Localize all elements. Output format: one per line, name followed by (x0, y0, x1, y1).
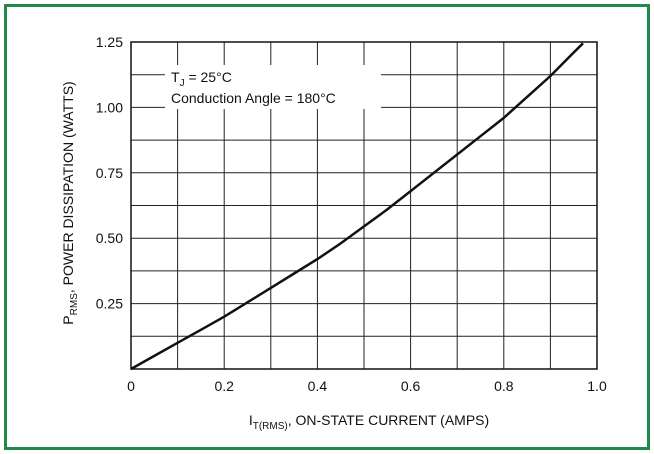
annotation-line1: TJ = 25°C (171, 69, 232, 89)
annotation-tj-main: T (171, 69, 180, 85)
annotation-tj-sub: J (180, 78, 185, 89)
tick-labels: 0 0.2 0.4 0.6 0.8 1.0 0.25 0.50 0.75 1.00 1.25 (96, 34, 607, 394)
annotation-box: TJ = 25°C Conduction Angle = 180°C (165, 65, 381, 109)
y-axis-title-main: P (60, 315, 76, 324)
x-axis-title-rest: , ON-STATE CURRENT (AMPS) (288, 412, 489, 428)
power-dissipation-chart: TJ = 25°C Conduction Angle = 180°C 0 0.2 0… (60, 34, 607, 432)
x-tick-label: 0.6 (401, 378, 421, 394)
y-tick-label: 0.75 (96, 165, 123, 181)
annotation-background (165, 65, 381, 109)
x-axis-title-sub: T(RMS) (253, 421, 288, 432)
y-tick-label: 1.25 (96, 34, 123, 50)
x-tick-label: 0 (127, 378, 135, 394)
y-tick-label: 0.50 (96, 230, 123, 246)
axes (130, 41, 598, 370)
chart-frame: TJ = 25°C Conduction Angle = 180°C 0 0.2 0… (4, 4, 650, 450)
y-axis-title: PRMS, POWER DISSIPATION (WATTS) (60, 81, 80, 324)
y-axis-title-rest: , POWER DISSIPATION (WATTS) (60, 81, 76, 293)
x-tick-label: 0.4 (308, 378, 328, 394)
x-axis-title: IT(RMS), ON-STATE CURRENT (AMPS) (249, 412, 489, 432)
y-tick-label: 1.00 (96, 99, 123, 115)
series-line (130, 42, 584, 371)
x-tick-label: 0.8 (494, 378, 514, 394)
x-tick-label: 0.2 (214, 378, 234, 394)
x-tick-label: 1.0 (587, 378, 607, 394)
annotation-line2: Conduction Angle = 180°C (171, 90, 336, 106)
y-axis-title-sub: RMS (69, 293, 80, 316)
plot-border (130, 41, 598, 370)
y-tick-label: 0.25 (96, 296, 123, 312)
annotation-tj-rest: = 25°C (185, 69, 232, 85)
x-axis-title-main: I (249, 412, 253, 428)
